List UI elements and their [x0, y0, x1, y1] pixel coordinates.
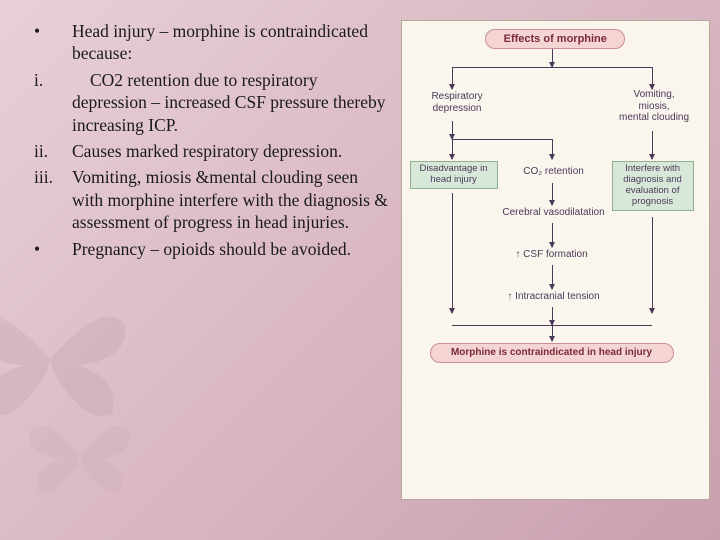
- connector: [452, 139, 552, 140]
- node-vomiting: Vomiting, miosis, mental clouding: [612, 89, 697, 124]
- node-resp-depression: Respiratory depression: [420, 91, 495, 114]
- item-co2-retention: CO2 retention due to respiratory depress…: [72, 69, 393, 136]
- arrow: [552, 325, 553, 341]
- connector: [452, 67, 652, 68]
- item-vomiting-miosis: Vomiting, miosis &mental clouding seen w…: [72, 166, 393, 233]
- bullet-head-injury: Head injury – morphine is contraindicate…: [72, 20, 393, 65]
- node-interfere: Interfere with diagnosis and evaluation …: [612, 161, 694, 211]
- bullet-pregnancy: Pregnancy – opioids should be avoided.: [72, 238, 393, 260]
- arrow: [652, 67, 653, 89]
- node-final-contraindicated: Morphine is contraindicated in head inju…: [430, 343, 674, 363]
- node-disadvantage: Disadvantage in head injury: [410, 161, 498, 189]
- node-vasodilatation: Cerebral vasodilatation: [494, 207, 614, 219]
- arrow: [552, 265, 553, 289]
- arrow: [552, 139, 553, 159]
- arrow: [652, 217, 653, 313]
- bullet-marker: •: [30, 20, 72, 65]
- arrow: [652, 131, 653, 159]
- list-marker-iii: iii.: [30, 166, 72, 233]
- arrow: [452, 67, 453, 89]
- arrow: [552, 307, 553, 325]
- arrow: [452, 121, 453, 139]
- butterfly-decoration-2: [20, 400, 140, 510]
- bullet-marker: •: [30, 238, 72, 260]
- item-resp-depression: Causes marked respiratory depression.: [72, 140, 393, 162]
- arrow: [552, 183, 553, 205]
- arrow: [552, 49, 553, 67]
- arrow: [452, 193, 453, 313]
- node-co2: CO₂ retention: [514, 166, 594, 178]
- morphine-diagram: Effects of morphine Respiratory depressi…: [401, 20, 710, 500]
- arrow: [452, 139, 453, 159]
- node-csf: ↑ CSF formation: [502, 249, 602, 261]
- node-ict: ↑ Intracranial tension: [494, 291, 614, 303]
- list-marker-ii: ii.: [30, 140, 72, 162]
- diagram-title: Effects of morphine: [485, 29, 625, 49]
- list-marker-i: i.: [30, 69, 72, 136]
- arrow: [552, 223, 553, 247]
